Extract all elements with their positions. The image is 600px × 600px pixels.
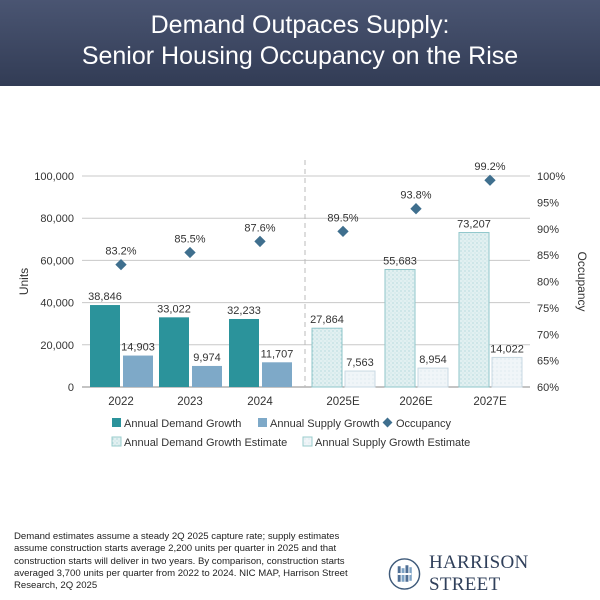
- supply-data-label: 14,903: [121, 342, 155, 354]
- x-tick-label: 2024: [247, 396, 273, 408]
- occupancy-marker: [410, 203, 422, 215]
- y-tick-label: 40,000: [40, 298, 74, 310]
- occupancy-marker: [337, 225, 349, 238]
- legend-label: Annual Demand Growth Estimate: [124, 437, 287, 449]
- logo-icon: [388, 558, 421, 590]
- legend-label: Annual Supply Growth: [270, 418, 379, 430]
- demand-estimate-bar: [384, 269, 416, 388]
- title-line-2: Senior Housing Occupancy on the Rise: [81, 42, 519, 70]
- y2-axis-label: Occupancy: [575, 251, 589, 311]
- demand-bar: [159, 317, 189, 387]
- occupancy-marker: [184, 246, 196, 259]
- y-tick-label: 60,000: [40, 255, 74, 267]
- x-tick-label: 2023: [177, 396, 203, 408]
- occupancy-data-label: 93.8%: [400, 190, 431, 202]
- legend-label: Occupancy: [396, 418, 452, 430]
- demand-bar: [90, 305, 120, 387]
- supply-estimate-bar: [417, 367, 449, 388]
- demand-data-label: 27,864: [310, 314, 344, 326]
- occupancy-data-label: 87.6%: [244, 222, 275, 234]
- x-tick-label: 2027E: [473, 396, 507, 408]
- demand-data-label: 73,207: [457, 219, 491, 231]
- occupancy-marker: [254, 235, 266, 248]
- y-axis-label: Units: [17, 268, 31, 295]
- y2-tick-label: 75%: [537, 303, 559, 315]
- occupancy-data-label: 85.5%: [174, 233, 205, 245]
- y2-tick-label: 65%: [537, 356, 559, 368]
- supply-bar: [192, 365, 222, 387]
- supply-estimate-bar: [491, 356, 523, 388]
- legend-label: Annual Demand Growth: [124, 418, 241, 430]
- y-tick-label: 80,000: [40, 213, 74, 225]
- demand-data-label: 55,683: [383, 256, 417, 268]
- legend-swatch: [111, 436, 122, 447]
- footnote: Demand estimates assume a steady 2Q 2025…: [14, 531, 348, 592]
- demand-data-label: 32,233: [227, 305, 261, 317]
- y2-tick-label: 80%: [537, 277, 559, 289]
- demand-data-label: 38,846: [88, 291, 122, 303]
- supply-data-label: 7,563: [346, 357, 374, 369]
- y-tick-label: 100,000: [34, 171, 74, 183]
- supply-bar: [262, 362, 292, 387]
- chart: 0 20,000 40,000 60,000 80,000 100,000 60% 65% 70…: [17, 160, 589, 449]
- y-tick-label: 20,000: [40, 340, 74, 352]
- legend-occupancy-marker: [382, 417, 393, 428]
- y2-tick-label: 95%: [537, 197, 559, 209]
- supply-data-label: 8,954: [419, 354, 447, 366]
- y2-tick-label: 85%: [537, 250, 559, 262]
- y2-tick-label: 70%: [537, 329, 559, 341]
- y2-tick-label: 100%: [537, 171, 565, 183]
- harrison-street-logo: HARRISON STREET: [388, 552, 600, 596]
- legend-swatch: [112, 418, 121, 427]
- demand-estimate-bar: [311, 327, 343, 388]
- occupancy-data-label: 99.2%: [474, 161, 505, 173]
- legend-swatch: [258, 418, 267, 427]
- supply-data-label: 14,022: [490, 343, 524, 355]
- demand-estimate-bar: [458, 232, 490, 388]
- legend-swatch: [302, 436, 313, 447]
- y-tick-label: 0: [68, 382, 74, 394]
- occupancy-data-label: 83.2%: [105, 246, 136, 258]
- x-tick-label: 2025E: [326, 396, 360, 408]
- demand-bar: [229, 318, 259, 387]
- x-tick-label: 2022: [108, 396, 134, 408]
- logo-text: HARRISON STREET: [429, 552, 529, 595]
- y2-tick-label: 60%: [537, 382, 559, 394]
- demand-data-label: 33,022: [157, 303, 191, 315]
- supply-estimate-bar: [344, 370, 376, 388]
- supply-bar: [123, 355, 153, 387]
- supply-data-label: 11,707: [261, 348, 294, 360]
- title-banner: Demand Outpaces Supply: Senior Housing O…: [0, 0, 600, 86]
- legend-label: Annual Supply Growth Estimate: [315, 437, 470, 449]
- title-line-1: Demand Outpaces Supply:: [150, 11, 450, 39]
- y2-tick-label: 90%: [537, 224, 559, 236]
- supply-data-label: 9,974: [193, 352, 221, 364]
- occupancy-data-label: 89.5%: [327, 212, 358, 224]
- x-tick-label: 2026E: [399, 396, 433, 408]
